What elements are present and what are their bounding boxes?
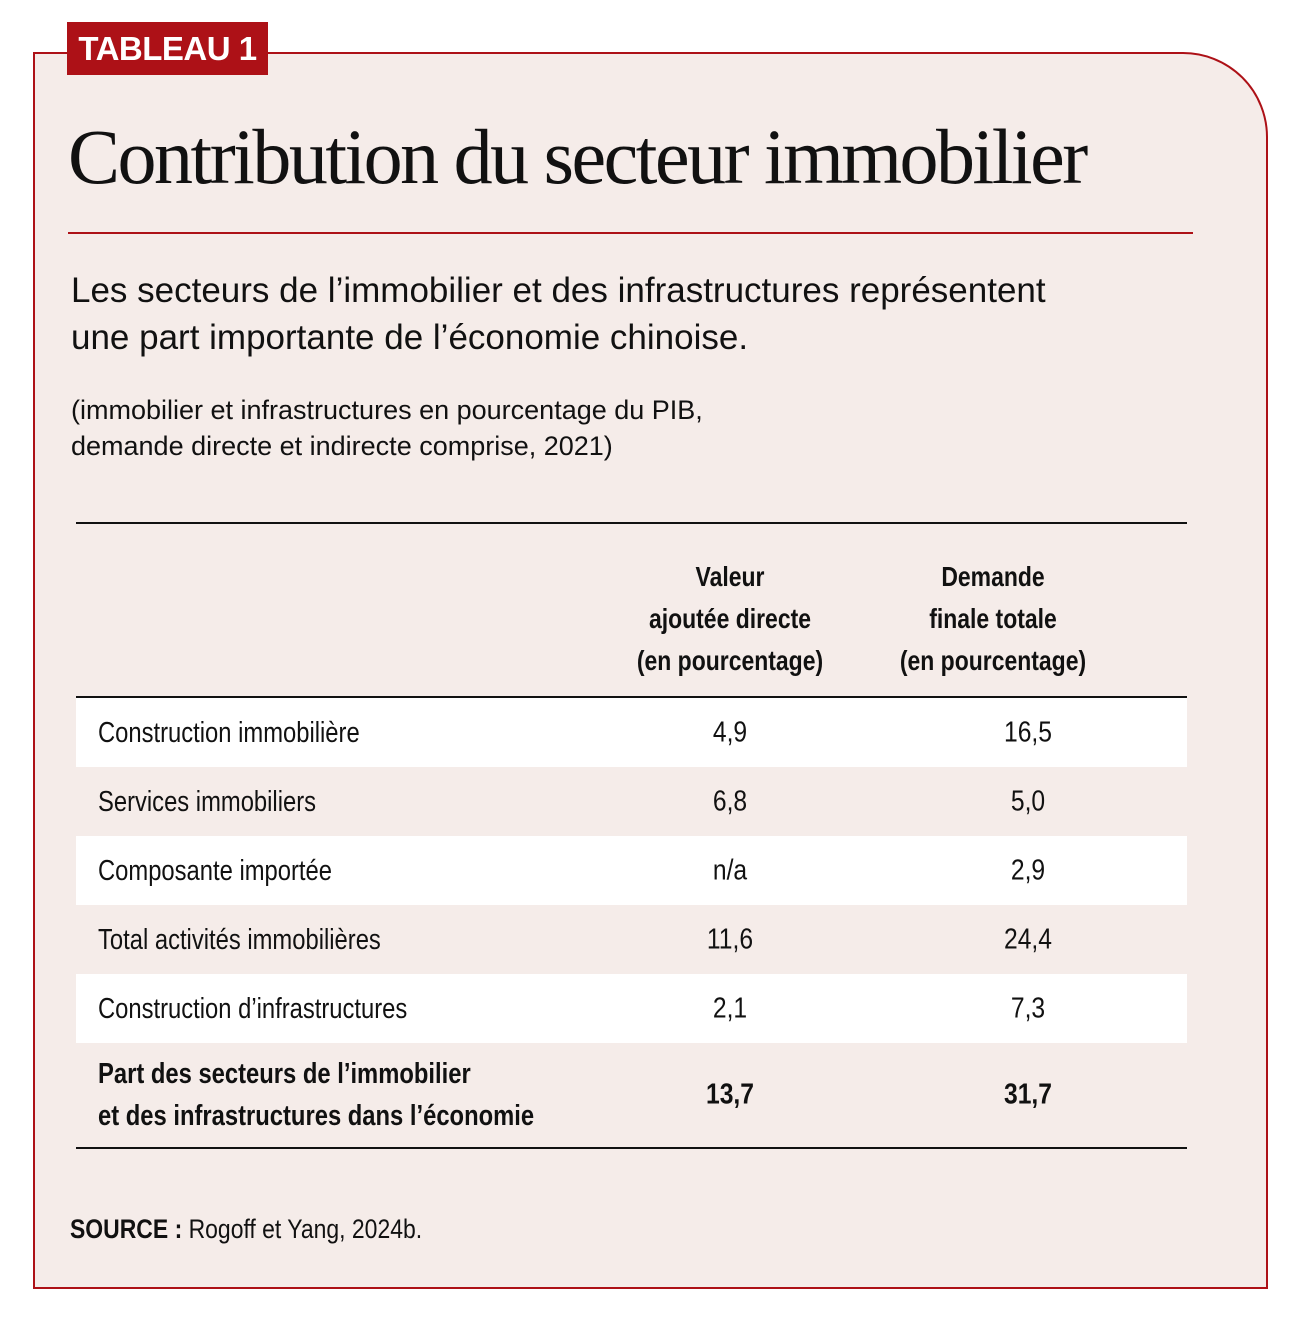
source-note: SOURCE : Rogoff et Yang, 2024b. <box>70 1214 422 1245</box>
cell-value-added: 13,7 <box>706 1078 754 1111</box>
table-row: Composante importée n/a 2,9 <box>76 836 1187 905</box>
table-bottom-rule <box>76 1147 1187 1149</box>
cell-value-added: 2,1 <box>712 992 748 1024</box>
cell-value-added: 4,9 <box>712 716 748 748</box>
table-header: Valeur ajoutée directe (en pourcentage) … <box>76 524 1187 696</box>
cell-final-demand: 2,9 <box>1010 854 1046 886</box>
column-header-final-demand: Demande finale totale (en pourcentage) <box>899 561 1087 676</box>
row-label: Total activités immobilières <box>98 923 381 956</box>
units-note: (immobilier et infrastructures en pource… <box>71 395 703 461</box>
title-divider <box>68 232 1193 234</box>
source-text: Rogoff et Yang, 2024b. <box>182 1214 423 1244</box>
table-row-total: Part des secteurs de l’immobilier et des… <box>76 1043 1187 1147</box>
table-number-badge: TABLEAU 1 <box>67 22 268 75</box>
cell-final-demand: 5,0 <box>1010 785 1046 817</box>
subtitle: Les secteurs de l’immobilier et des infr… <box>71 271 1046 357</box>
data-table: Valeur ajoutée directe (en pourcentage) … <box>76 522 1187 1149</box>
table-row: Services immobiliers 6,8 5,0 <box>76 767 1187 836</box>
row-label: Part des secteurs de l’immobilier et des… <box>98 1058 535 1132</box>
cell-value-added: n/a <box>712 854 748 886</box>
table-row: Total activités immobilières 11,6 24,4 <box>76 905 1187 974</box>
header-rule <box>76 696 1187 698</box>
cell-final-demand: 7,3 <box>1010 992 1046 1024</box>
cell-final-demand: 16,5 <box>1004 716 1052 748</box>
row-label: Construction immobilière <box>98 716 360 749</box>
table-body: Construction immobilière 4,9 16,5 Services … <box>76 698 1187 1147</box>
table-top-rule <box>76 522 1187 524</box>
page-title: Contribution du secteur immobilier <box>68 113 1088 200</box>
table-row: Construction d’infrastructures 2,1 7,3 <box>76 974 1187 1043</box>
column-header-value-added: Valeur ajoutée directe (en pourcentage) <box>636 561 824 676</box>
cell-final-demand: 31,7 <box>1004 1078 1052 1111</box>
cell-value-added: 11,6 <box>706 923 754 955</box>
row-label: Services immobiliers <box>98 785 317 818</box>
cell-final-demand: 24,4 <box>1004 923 1052 955</box>
source-label: SOURCE : <box>70 1214 183 1244</box>
table-panel <box>33 52 1268 1289</box>
cell-value-added: 6,8 <box>712 785 748 817</box>
row-label: Composante importée <box>98 854 332 887</box>
row-label: Construction d’infrastructures <box>98 992 408 1025</box>
table-row: Construction immobilière 4,9 16,5 <box>76 698 1187 767</box>
